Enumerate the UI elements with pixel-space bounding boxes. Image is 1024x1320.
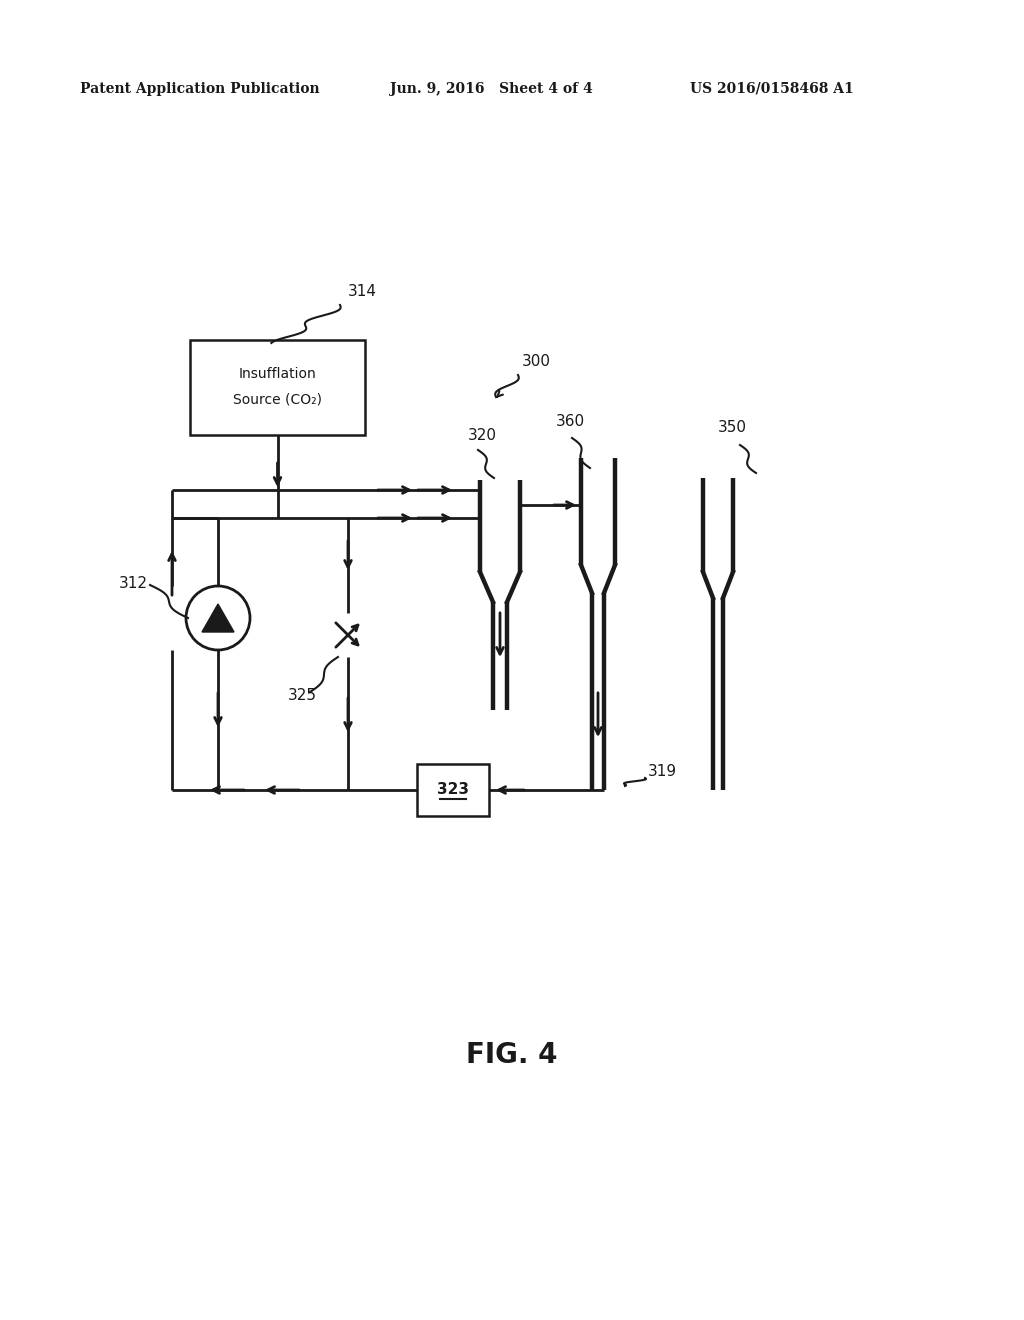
Bar [417,764,489,816]
Text: 325: 325 [288,688,317,702]
Polygon shape [202,605,234,632]
Text: 312: 312 [119,576,148,590]
Text: Patent Application Publication: Patent Application Publication [80,82,319,96]
Text: Jun. 9, 2016   Sheet 4 of 4: Jun. 9, 2016 Sheet 4 of 4 [390,82,593,96]
Text: 360: 360 [556,414,585,429]
Text: 319: 319 [648,764,677,780]
Text: 320: 320 [468,428,497,442]
Text: 314: 314 [348,285,377,300]
Text: 323: 323 [437,783,469,797]
Text: Source (CO₂): Source (CO₂) [233,392,322,407]
Bar [190,341,365,436]
Text: FIG. 4: FIG. 4 [466,1041,558,1069]
Text: Insufflation: Insufflation [239,367,316,381]
Text: 300: 300 [522,355,551,370]
Text: 350: 350 [718,421,746,436]
Text: US 2016/0158468 A1: US 2016/0158468 A1 [690,82,854,96]
